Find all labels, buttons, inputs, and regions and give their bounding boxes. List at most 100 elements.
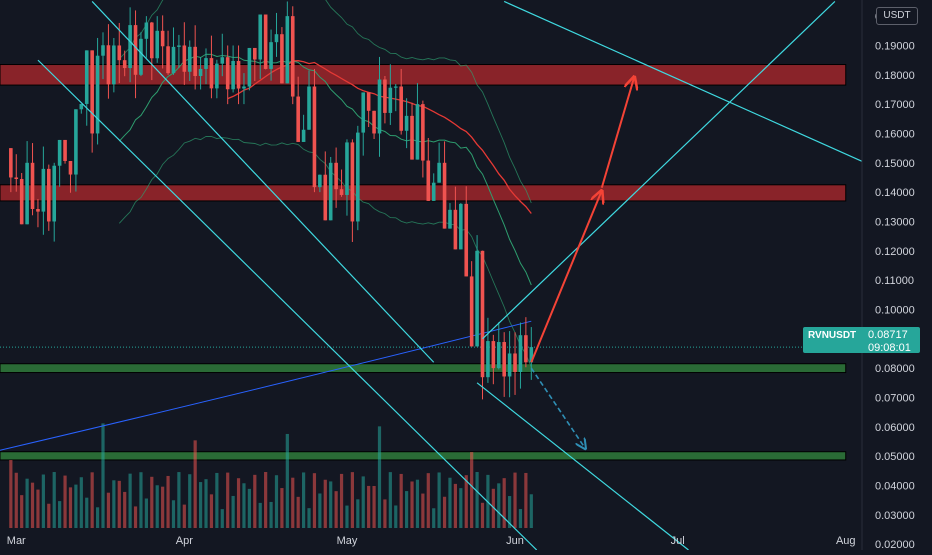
y-tick-label: 0.11000 (875, 275, 914, 287)
volume-bar (85, 497, 89, 528)
volume-bar (226, 472, 230, 528)
candle-body (350, 142, 355, 222)
candle-body (95, 55, 100, 134)
volume-bar (58, 501, 62, 528)
candle-body (339, 189, 344, 195)
y-tick-label: 0.14000 (875, 187, 915, 199)
candle-body (328, 162, 333, 221)
volume-bar (377, 426, 382, 528)
currency-badge[interactable]: USDT (876, 7, 918, 25)
volume-bar (47, 503, 51, 528)
candle-body (220, 57, 225, 64)
candle-body (68, 160, 73, 175)
volume-bar (155, 485, 159, 528)
candle-body (486, 341, 490, 378)
volume-bar (280, 488, 284, 528)
volume-bar (318, 493, 322, 528)
volume-bar (307, 508, 311, 528)
volume-bar (133, 506, 138, 528)
candle-body (464, 203, 469, 277)
volume-bar (269, 501, 273, 528)
volume-bar (247, 488, 251, 528)
support-zone (0, 451, 847, 461)
volume-bar (301, 472, 306, 528)
x-tick-label: Apr (176, 535, 193, 547)
y-tick-label: 0.15000 (875, 158, 915, 170)
volume-bar (63, 475, 67, 528)
volume-bar (90, 472, 94, 528)
candle-body (356, 132, 360, 222)
volume-bar (198, 482, 203, 528)
candle-body (133, 25, 138, 75)
x-tick-label: Aug (836, 535, 856, 547)
candle-body (63, 139, 67, 161)
volume-bar (193, 440, 197, 528)
candle-body (84, 50, 89, 104)
volume-bar (95, 507, 100, 528)
candle-body (128, 25, 132, 69)
volume-bar (220, 509, 224, 528)
volume-bar (442, 496, 447, 528)
volume-bar (258, 502, 262, 528)
candle-body (507, 353, 512, 377)
candle-body (469, 276, 474, 347)
candle-body (415, 104, 420, 160)
resistance-zone (0, 184, 847, 202)
candle-body (431, 182, 436, 201)
volume-bar (383, 499, 387, 528)
candle-body (36, 209, 40, 212)
y-tick-label: 0.08000 (875, 363, 915, 375)
volume-bar (264, 472, 268, 528)
candle-body (193, 46, 197, 77)
volume-bar (356, 499, 360, 528)
y-tick-label: 0.16000 (875, 128, 915, 140)
volume-bar (30, 482, 35, 528)
candle-body (296, 96, 300, 142)
y-tick-label: 0.17000 (875, 99, 915, 111)
candle-body (323, 174, 328, 221)
volume-bar (112, 480, 116, 528)
volume-bar (432, 508, 436, 528)
resistance-zone (0, 64, 847, 86)
x-tick-label: May (337, 535, 358, 547)
volume-bar (399, 473, 403, 528)
projection-arrow-down (530, 367, 585, 449)
candle-body (225, 57, 230, 90)
trendline (482, 1, 836, 340)
volume-bar (448, 477, 452, 528)
candle-body (318, 174, 322, 188)
candle-body (52, 165, 57, 222)
price-tag-background (803, 327, 920, 353)
candle-body (301, 129, 306, 142)
candle-body (117, 45, 122, 61)
candle-body (209, 58, 214, 89)
candle-body (442, 162, 447, 229)
candle-body (312, 86, 317, 188)
volume-bar (36, 489, 40, 528)
volume-bar (188, 474, 192, 528)
volume-bar (171, 500, 176, 528)
price-tag-price: 0.08717 (868, 329, 908, 341)
volume-bar (350, 472, 354, 528)
candle-body (426, 160, 431, 201)
candle-body (280, 34, 284, 84)
x-tick-label: Mar (7, 535, 26, 547)
candle-body (90, 50, 94, 134)
candle-body (502, 342, 506, 377)
candle-body (253, 47, 257, 60)
candle-body (377, 79, 382, 134)
volume-bar (236, 478, 241, 528)
volume-bar (372, 485, 376, 528)
volume-bar (177, 472, 181, 528)
candle-body (160, 30, 165, 47)
candle-body (198, 68, 203, 77)
volume-bar (9, 460, 13, 528)
y-tick-label: 0.07000 (875, 392, 915, 404)
volume-bar (518, 509, 523, 528)
candle-body (334, 162, 338, 190)
candle-body (215, 63, 219, 89)
candle-body (383, 79, 387, 113)
candle-body (393, 86, 398, 88)
